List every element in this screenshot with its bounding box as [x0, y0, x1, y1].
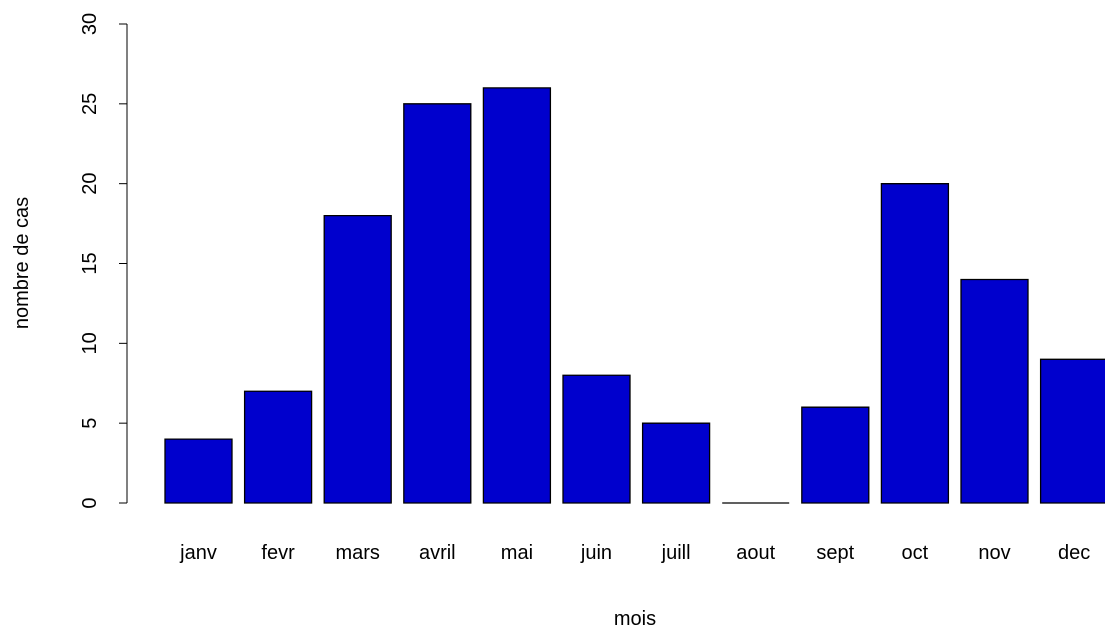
bar — [164, 438, 233, 504]
x-tick-label: dec — [1058, 542, 1090, 564]
x-tick-label: nov — [978, 542, 1010, 564]
bar — [1039, 358, 1105, 504]
y-tick-label: 15 — [79, 252, 101, 274]
y-tick-label: 10 — [79, 332, 101, 354]
bar — [243, 390, 313, 504]
bar — [403, 103, 472, 504]
x-tick-label: avril — [419, 542, 456, 564]
bar — [562, 374, 631, 504]
x-tick-label: mars — [335, 542, 379, 564]
x-axis-label: mois — [614, 608, 656, 630]
bar — [482, 87, 552, 504]
bar — [880, 183, 950, 504]
y-tick-label: 25 — [79, 93, 101, 115]
x-tick-label: sept — [816, 542, 854, 564]
x-tick-label: juill — [661, 542, 691, 564]
x-tick-label: juin — [580, 542, 612, 564]
y-tick-label: 20 — [79, 173, 101, 195]
x-tick-label: janv — [179, 542, 217, 564]
x-tick-label: fevr — [261, 542, 295, 564]
x-tick-label: mai — [501, 542, 533, 564]
bar — [641, 422, 711, 504]
y-axis-label: nombre de cas — [11, 197, 33, 329]
bar — [801, 406, 870, 504]
y-tick-label: 5 — [79, 418, 101, 429]
y-tick-label: 30 — [79, 13, 101, 35]
x-tick-label: oct — [902, 542, 929, 564]
x-tick-label: aout — [736, 542, 775, 564]
y-tick-label: 0 — [79, 497, 101, 508]
bar — [323, 214, 392, 504]
bar — [960, 278, 1029, 504]
